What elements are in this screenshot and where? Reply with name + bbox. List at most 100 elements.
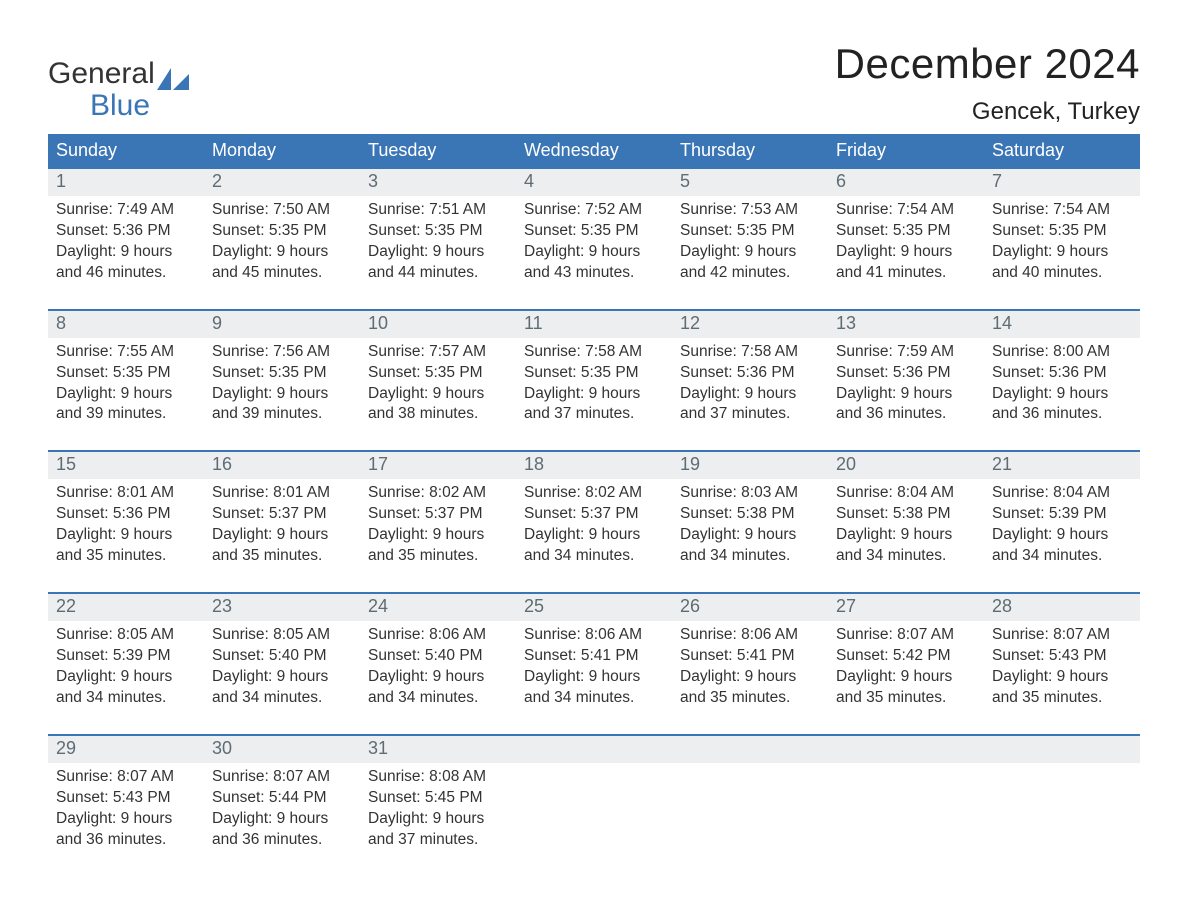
daylight-line2: and 39 minutes. bbox=[56, 404, 196, 425]
sunrise-line: Sunrise: 8:07 AM bbox=[836, 625, 976, 646]
daylight-line2: and 45 minutes. bbox=[212, 263, 352, 284]
empty-day-header bbox=[984, 735, 1140, 763]
sunrise-line: Sunrise: 7:50 AM bbox=[212, 200, 352, 221]
sunrise-line: Sunrise: 8:03 AM bbox=[680, 483, 820, 504]
daylight-line1: Daylight: 9 hours bbox=[680, 384, 820, 405]
daylight-line2: and 36 minutes. bbox=[212, 830, 352, 851]
daylight-line2: and 38 minutes. bbox=[368, 404, 508, 425]
sunset-line: Sunset: 5:37 PM bbox=[212, 504, 352, 525]
calendar-table: Sunday Monday Tuesday Wednesday Thursday… bbox=[48, 134, 1140, 856]
week-separator bbox=[48, 290, 1140, 310]
sunrise-line: Sunrise: 8:01 AM bbox=[212, 483, 352, 504]
daylight-line1: Daylight: 9 hours bbox=[212, 809, 352, 830]
sunset-line: Sunset: 5:36 PM bbox=[680, 363, 820, 384]
weekday-header: Wednesday bbox=[516, 134, 672, 168]
day-number-cell: 5 bbox=[672, 168, 828, 196]
empty-day-cell bbox=[828, 763, 984, 857]
weekday-header: Thursday bbox=[672, 134, 828, 168]
day-data-row: Sunrise: 8:05 AMSunset: 5:39 PMDaylight:… bbox=[48, 621, 1140, 715]
sunrise-line: Sunrise: 8:05 AM bbox=[212, 625, 352, 646]
daylight-line2: and 43 minutes. bbox=[524, 263, 664, 284]
sunrise-line: Sunrise: 7:49 AM bbox=[56, 200, 196, 221]
daylight-line2: and 36 minutes. bbox=[992, 404, 1132, 425]
sunset-line: Sunset: 5:36 PM bbox=[56, 504, 196, 525]
daylight-line1: Daylight: 9 hours bbox=[524, 525, 664, 546]
daylight-line1: Daylight: 9 hours bbox=[992, 667, 1132, 688]
sunrise-line: Sunrise: 7:56 AM bbox=[212, 342, 352, 363]
day-number-cell: 7 bbox=[984, 168, 1140, 196]
sunset-line: Sunset: 5:36 PM bbox=[56, 221, 196, 242]
day-data-cell: Sunrise: 7:52 AMSunset: 5:35 PMDaylight:… bbox=[516, 196, 672, 290]
day-number-row: 22232425262728 bbox=[48, 593, 1140, 621]
weekday-header: Friday bbox=[828, 134, 984, 168]
day-number-cell: 20 bbox=[828, 451, 984, 479]
daylight-line1: Daylight: 9 hours bbox=[56, 384, 196, 405]
daylight-line1: Daylight: 9 hours bbox=[368, 525, 508, 546]
day-data-cell: Sunrise: 8:07 AMSunset: 5:42 PMDaylight:… bbox=[828, 621, 984, 715]
day-data-cell: Sunrise: 8:05 AMSunset: 5:39 PMDaylight:… bbox=[48, 621, 204, 715]
empty-day-header bbox=[828, 735, 984, 763]
sunrise-line: Sunrise: 7:51 AM bbox=[368, 200, 508, 221]
daylight-line1: Daylight: 9 hours bbox=[368, 667, 508, 688]
day-data-row: Sunrise: 8:01 AM Sunset: 5:36 PM Daylight:… bbox=[48, 479, 1140, 573]
sunset-line: Sunset: 5:35 PM bbox=[836, 221, 976, 242]
logo-sail-icon bbox=[157, 68, 189, 90]
daylight-line2: and 39 minutes. bbox=[212, 404, 352, 425]
sunset-line: Sunset: 5:37 PM bbox=[368, 504, 508, 525]
daylight-line1: Daylight: 9 hours bbox=[992, 242, 1132, 263]
sunrise-line: Sunrise: 7:57 AM bbox=[368, 342, 508, 363]
day-data-cell: Sunrise: 7:50 AMSunset: 5:35 PMDaylight:… bbox=[204, 196, 360, 290]
month-title: December 2024 bbox=[835, 40, 1140, 88]
sunrise-line: Sunrise: 8:07 AM bbox=[212, 767, 352, 788]
day-data-cell: Sunrise: 7:54 AMSunset: 5:35 PMDaylight:… bbox=[828, 196, 984, 290]
weekday-header: Sunday bbox=[48, 134, 204, 168]
sunrise-line: Sunrise: 7:54 AM bbox=[836, 200, 976, 221]
title-block: December 2024 Gencek, Turkey bbox=[835, 40, 1140, 126]
sunset-line: Sunset: 5:35 PM bbox=[524, 363, 664, 384]
day-number-cell: 6 bbox=[828, 168, 984, 196]
daylight-line1: Daylight: 9 hours bbox=[680, 667, 820, 688]
sunrise-line: Sunrise: 8:08 AM bbox=[368, 767, 508, 788]
day-number-cell: 19 bbox=[672, 451, 828, 479]
empty-day-cell bbox=[516, 763, 672, 857]
daylight-line2: and 37 minutes. bbox=[524, 404, 664, 425]
daylight-line2: and 35 minutes. bbox=[56, 546, 196, 567]
daylight-line2: and 34 minutes. bbox=[368, 688, 508, 709]
sunset-line: Sunset: 5:35 PM bbox=[992, 221, 1132, 242]
sunrise-line: Sunrise: 8:00 AM bbox=[992, 342, 1132, 363]
day-data-cell: Sunrise: 7:49 AMSunset: 5:36 PMDaylight:… bbox=[48, 196, 204, 290]
day-data-cell: Sunrise: 8:00 AMSunset: 5:36 PMDaylight:… bbox=[984, 338, 1140, 432]
daylight-line2: and 35 minutes. bbox=[992, 688, 1132, 709]
day-number-cell: 25 bbox=[516, 593, 672, 621]
day-number-cell: 12 bbox=[672, 310, 828, 338]
daylight-line1: Daylight: 9 hours bbox=[524, 242, 664, 263]
week-separator bbox=[48, 431, 1140, 451]
weekday-header: Tuesday bbox=[360, 134, 516, 168]
sunset-line: Sunset: 5:36 PM bbox=[836, 363, 976, 384]
sunset-line: Sunset: 5:35 PM bbox=[680, 221, 820, 242]
daylight-line1: Daylight: 9 hours bbox=[680, 525, 820, 546]
sunset-line: Sunset: 5:39 PM bbox=[56, 646, 196, 667]
sunrise-line: Sunrise: 8:07 AM bbox=[56, 767, 196, 788]
day-data-cell: Sunrise: 7:56 AMSunset: 5:35 PMDaylight:… bbox=[204, 338, 360, 432]
weekday-header: Monday bbox=[204, 134, 360, 168]
sunset-line: Sunset: 5:35 PM bbox=[212, 363, 352, 384]
day-data-cell: Sunrise: 8:04 AMSunset: 5:39 PMDaylight:… bbox=[984, 479, 1140, 573]
daylight-line1: Daylight: 9 hours bbox=[212, 242, 352, 263]
daylight-line2: and 42 minutes. bbox=[680, 263, 820, 284]
day-number-cell: 27 bbox=[828, 593, 984, 621]
day-data-cell: Sunrise: 7:54 AMSunset: 5:35 PMDaylight:… bbox=[984, 196, 1140, 290]
day-number-cell: 14 bbox=[984, 310, 1140, 338]
sunset-line: Sunset: 5:39 PM bbox=[992, 504, 1132, 525]
day-number-cell: 1 bbox=[48, 168, 204, 196]
daylight-line1: Daylight: 9 hours bbox=[836, 384, 976, 405]
day-number-row: 293031 bbox=[48, 735, 1140, 763]
day-data-cell: Sunrise: 8:05 AMSunset: 5:40 PMDaylight:… bbox=[204, 621, 360, 715]
sunrise-line: Sunrise: 8:05 AM bbox=[56, 625, 196, 646]
day-data-cell: Sunrise: 7:53 AMSunset: 5:35 PMDaylight:… bbox=[672, 196, 828, 290]
day-number-row: 891011121314 bbox=[48, 310, 1140, 338]
daylight-line1: Daylight: 9 hours bbox=[56, 809, 196, 830]
sunrise-line: Sunrise: 8:06 AM bbox=[680, 625, 820, 646]
day-data-cell: Sunrise: 7:58 AMSunset: 5:36 PMDaylight:… bbox=[672, 338, 828, 432]
day-number-cell: 26 bbox=[672, 593, 828, 621]
